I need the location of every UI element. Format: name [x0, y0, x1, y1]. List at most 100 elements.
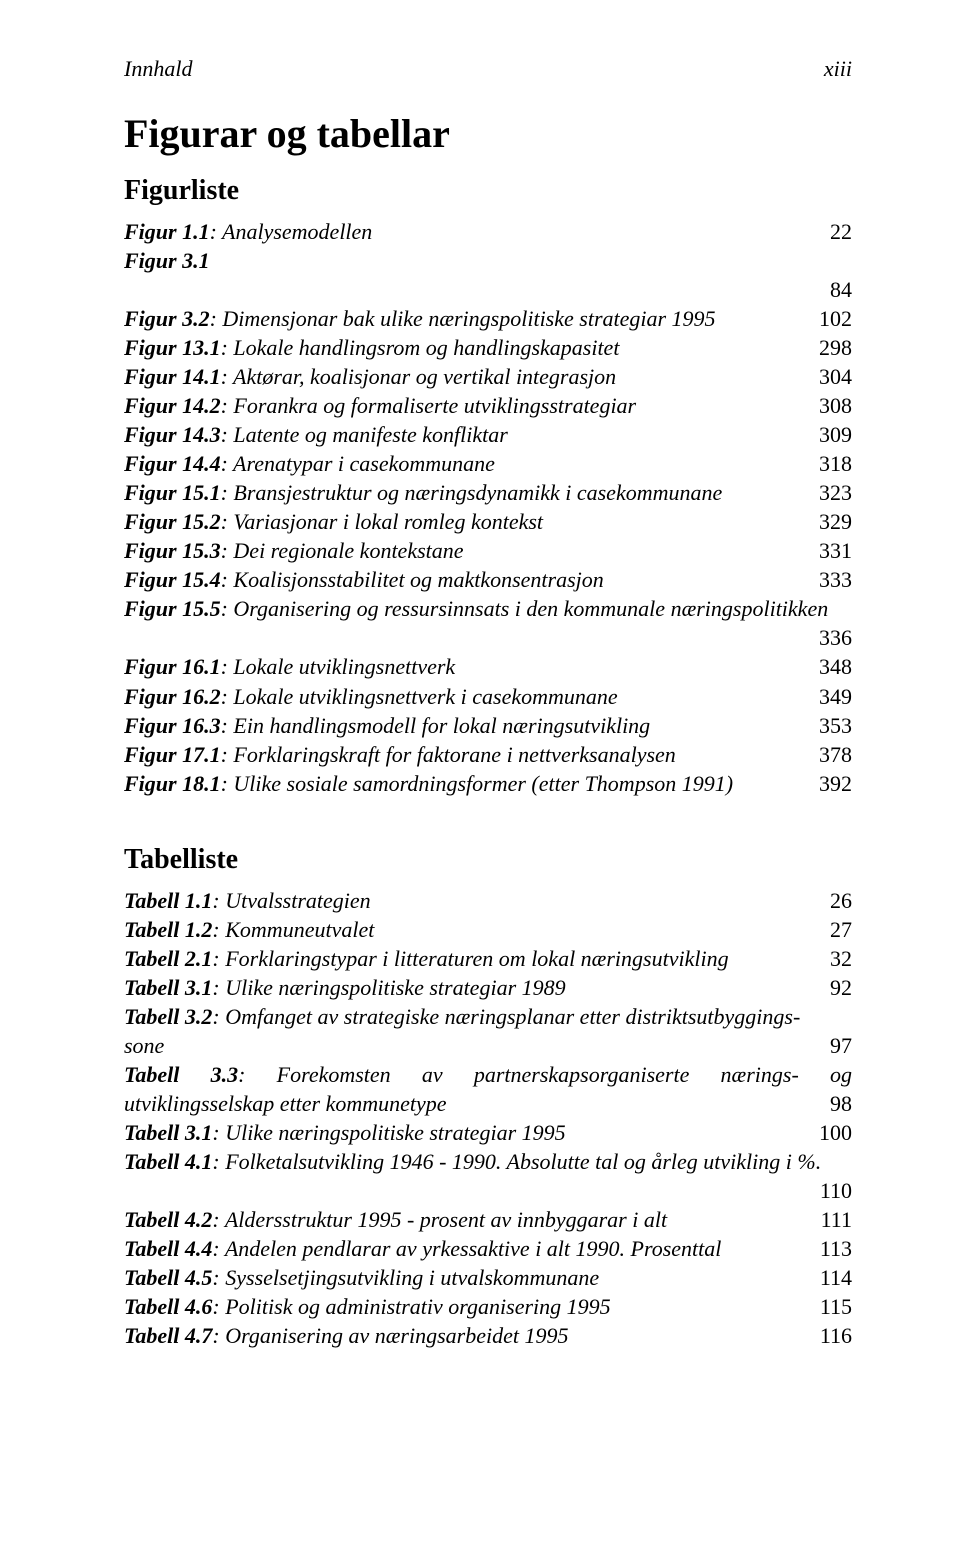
toc-entry-title: : Omfanget av strategiske næringsplanar … [212, 1004, 800, 1029]
toc-entry-number: Tabell 4.1 [124, 1149, 212, 1174]
toc-entry-title: : Analysemodellen [210, 217, 373, 246]
toc-entry-page: 329 [819, 507, 852, 536]
toc-entry: Tabell 4.5: Sysselsetjingsutvikling i ut… [124, 1263, 852, 1292]
toc-entry-title: : Aldersstruktur 1995 - prosent av innby… [212, 1205, 667, 1234]
figur-section-title: Figurliste [124, 175, 852, 207]
toc-entry-title: : Lokale handlingsrom og handlingskapasi… [221, 333, 620, 362]
toc-entry-page: 348 [819, 652, 852, 681]
toc-entry-page: 349 [819, 682, 852, 711]
toc-entry-title: : Lokale utviklingsnettverk i casekommun… [221, 682, 618, 711]
toc-entry-page: 32 [830, 944, 852, 973]
toc-entry: Figur 15.1: Bransjestruktur og næringsdy… [124, 478, 852, 507]
toc-entry-number: Figur 15.2 [124, 507, 221, 536]
toc-entry: Figur 14.1: Aktørar, koalisjonar og vert… [124, 362, 852, 391]
toc-entry-number: Tabell 2.1 [124, 944, 212, 973]
toc-entry-title: : Arenatypar i casekommunane [221, 449, 495, 478]
toc-entry-title-cont: utviklingsselskap etter kommunetype [124, 1089, 447, 1118]
toc-entry-title: : Variasjonar i lokal romleg kontekst [221, 507, 543, 536]
toc-entry-number: Tabell 4.4 [124, 1234, 212, 1263]
toc-entry: Figur 3.1 [124, 246, 852, 275]
toc-entry-page: 353 [819, 711, 852, 740]
toc-entry-page: 304 [819, 362, 852, 391]
toc-entry: Figur 16.3: Ein handlingsmodell for loka… [124, 711, 852, 740]
toc-entry-number: Tabell 4.6 [124, 1292, 212, 1321]
toc-entry-page: 115 [820, 1292, 852, 1321]
figur-list: Figur 1.1: Analysemodellen22Figur 3.184F… [124, 217, 852, 798]
toc-entry: Figur 17.1: Forklaringskraft for faktora… [124, 740, 852, 769]
toc-entry-title: : Utvalsstrategien [212, 886, 370, 915]
toc-entry-page: 27 [830, 915, 852, 944]
toc-entry: Tabell 3.2: Omfanget av strategiske næri… [124, 1002, 852, 1031]
toc-entry-number: Figur 14.2 [124, 391, 221, 420]
toc-entry-page: 378 [819, 740, 852, 769]
toc-entry-number: Figur 14.3 [124, 420, 221, 449]
toc-entry-title: : Forklaringskraft for faktorane i nettv… [221, 740, 676, 769]
toc-entry-page: 26 [830, 886, 852, 915]
toc-entry-page: 110 [820, 1176, 852, 1205]
toc-entry-title: : Aktørar, koalisjonar og vertikal integ… [221, 362, 617, 391]
toc-entry-page: 22 [830, 217, 852, 246]
toc-entry-page: 116 [820, 1321, 852, 1350]
toc-entry-number: Tabell 4.7 [124, 1321, 212, 1350]
toc-entry-title: : Latente og manifeste konfliktar [221, 420, 508, 449]
toc-entry: Figur 3.2: Dimensjonar bak ulike nærings… [124, 304, 852, 333]
toc-entry: Figur 16.1: Lokale utviklingsnettverk348 [124, 652, 852, 681]
toc-entry-title: : Forankra og formaliserte utviklingsstr… [221, 391, 637, 420]
toc-entry-number: Figur 15.3 [124, 536, 221, 565]
toc-entry-number: Figur 3.1 [124, 248, 210, 273]
toc-entry-number: Tabell 4.2 [124, 1205, 212, 1234]
toc-entry-page: 298 [819, 333, 852, 362]
toc-entry-page: 111 [821, 1205, 852, 1234]
toc-entry-title: : Ein handlingsmodell for lokal næringsu… [221, 711, 651, 740]
toc-entry: Figur 15.5: Organisering og ressursinnsa… [124, 594, 852, 623]
toc-entry-title: : Ulike næringspolitiske strategiar 1989 [212, 973, 565, 1002]
toc-entry-number: Tabell 1.1 [124, 886, 212, 915]
toc-entry: Tabell 4.2: Aldersstruktur 1995 - prosen… [124, 1205, 852, 1234]
toc-entry: Tabell 3.1: Ulike næringspolitiske strat… [124, 973, 852, 1002]
toc-entry-number: Figur 16.3 [124, 711, 221, 740]
toc-entry-number: Tabell 4.5 [124, 1263, 212, 1292]
toc-entry-title: : Forekomsten av partnerskapsorganiserte… [238, 1062, 852, 1087]
toc-entry-number: Figur 14.4 [124, 449, 221, 478]
toc-entry-number: Figur 17.1 [124, 740, 221, 769]
toc-entry-number: Figur 1.1 [124, 217, 210, 246]
toc-entry-page: 336 [819, 623, 852, 652]
tabell-list: Tabell 1.1: Utvalsstrategien 26Tabell 1.2… [124, 886, 852, 1351]
toc-entry: Tabell 4.6: Politisk og administrativ or… [124, 1292, 852, 1321]
toc-entry: Figur 13.1: Lokale handlingsrom og handl… [124, 333, 852, 362]
toc-entry-page: 309 [819, 420, 852, 449]
toc-entry-page: 318 [819, 449, 852, 478]
toc-entry: Tabell 4.1: Folketalsutvikling 1946 - 19… [124, 1147, 852, 1176]
toc-entry-page: 308 [819, 391, 852, 420]
toc-entry-page: 392 [819, 769, 852, 798]
running-header: Innhald xiii [124, 56, 852, 82]
toc-entry: Tabell 3.3: Forekomsten av partnerskapso… [124, 1060, 852, 1089]
toc-entry-page: 84 [830, 275, 852, 304]
toc-entry-page: 114 [820, 1263, 852, 1292]
page: Innhald xiii Figurar og tabellar Figurli… [0, 0, 960, 1556]
toc-entry-number: Figur 16.1 [124, 652, 221, 681]
toc-entry-cont: sone97 [124, 1031, 852, 1060]
main-title: Figurar og tabellar [124, 110, 852, 157]
toc-entry-number: Figur 13.1 [124, 333, 221, 362]
toc-entry: Figur 16.2: Lokale utviklingsnettverk i … [124, 682, 852, 711]
toc-entry-title: : Organisering av næringsarbeidet 1995 [212, 1321, 568, 1350]
toc-entry-page: 331 [819, 536, 852, 565]
toc-entry-number: Tabell 3.1 [124, 973, 212, 1002]
toc-entry: Tabell 1.2: Kommuneutvalet27 [124, 915, 852, 944]
toc-entry: Tabell 4.4: Andelen pendlarar av yrkessa… [124, 1234, 852, 1263]
toc-entry: Figur 14.2: Forankra og formaliserte utv… [124, 391, 852, 420]
toc-entry-number: Figur 14.1 [124, 362, 221, 391]
toc-entry-title: : Organisering og ressursinnsats i den k… [221, 596, 829, 621]
toc-entry-title-cont: sone [124, 1031, 164, 1060]
toc-entry-title: : Ulike sosiale samordningsformer (etter… [221, 769, 734, 798]
toc-entry-number: Tabell 3.1 [124, 1118, 212, 1147]
toc-entry-title: : Koalisjonsstabilitet og maktkonsentras… [221, 565, 604, 594]
toc-entry-number: Figur 18.1 [124, 769, 221, 798]
toc-entry-title: : Dimensjonar bak ulike næringspolitiske… [210, 304, 716, 333]
toc-entry-number: Figur 3.2 [124, 304, 210, 333]
toc-entry: Tabell 1.1: Utvalsstrategien 26 [124, 886, 852, 915]
toc-entry-number: Figur 15.5 [124, 596, 221, 621]
toc-entry-title: : Forklaringstypar i litteraturen om lok… [212, 944, 728, 973]
toc-entry-page: 113 [820, 1234, 852, 1263]
